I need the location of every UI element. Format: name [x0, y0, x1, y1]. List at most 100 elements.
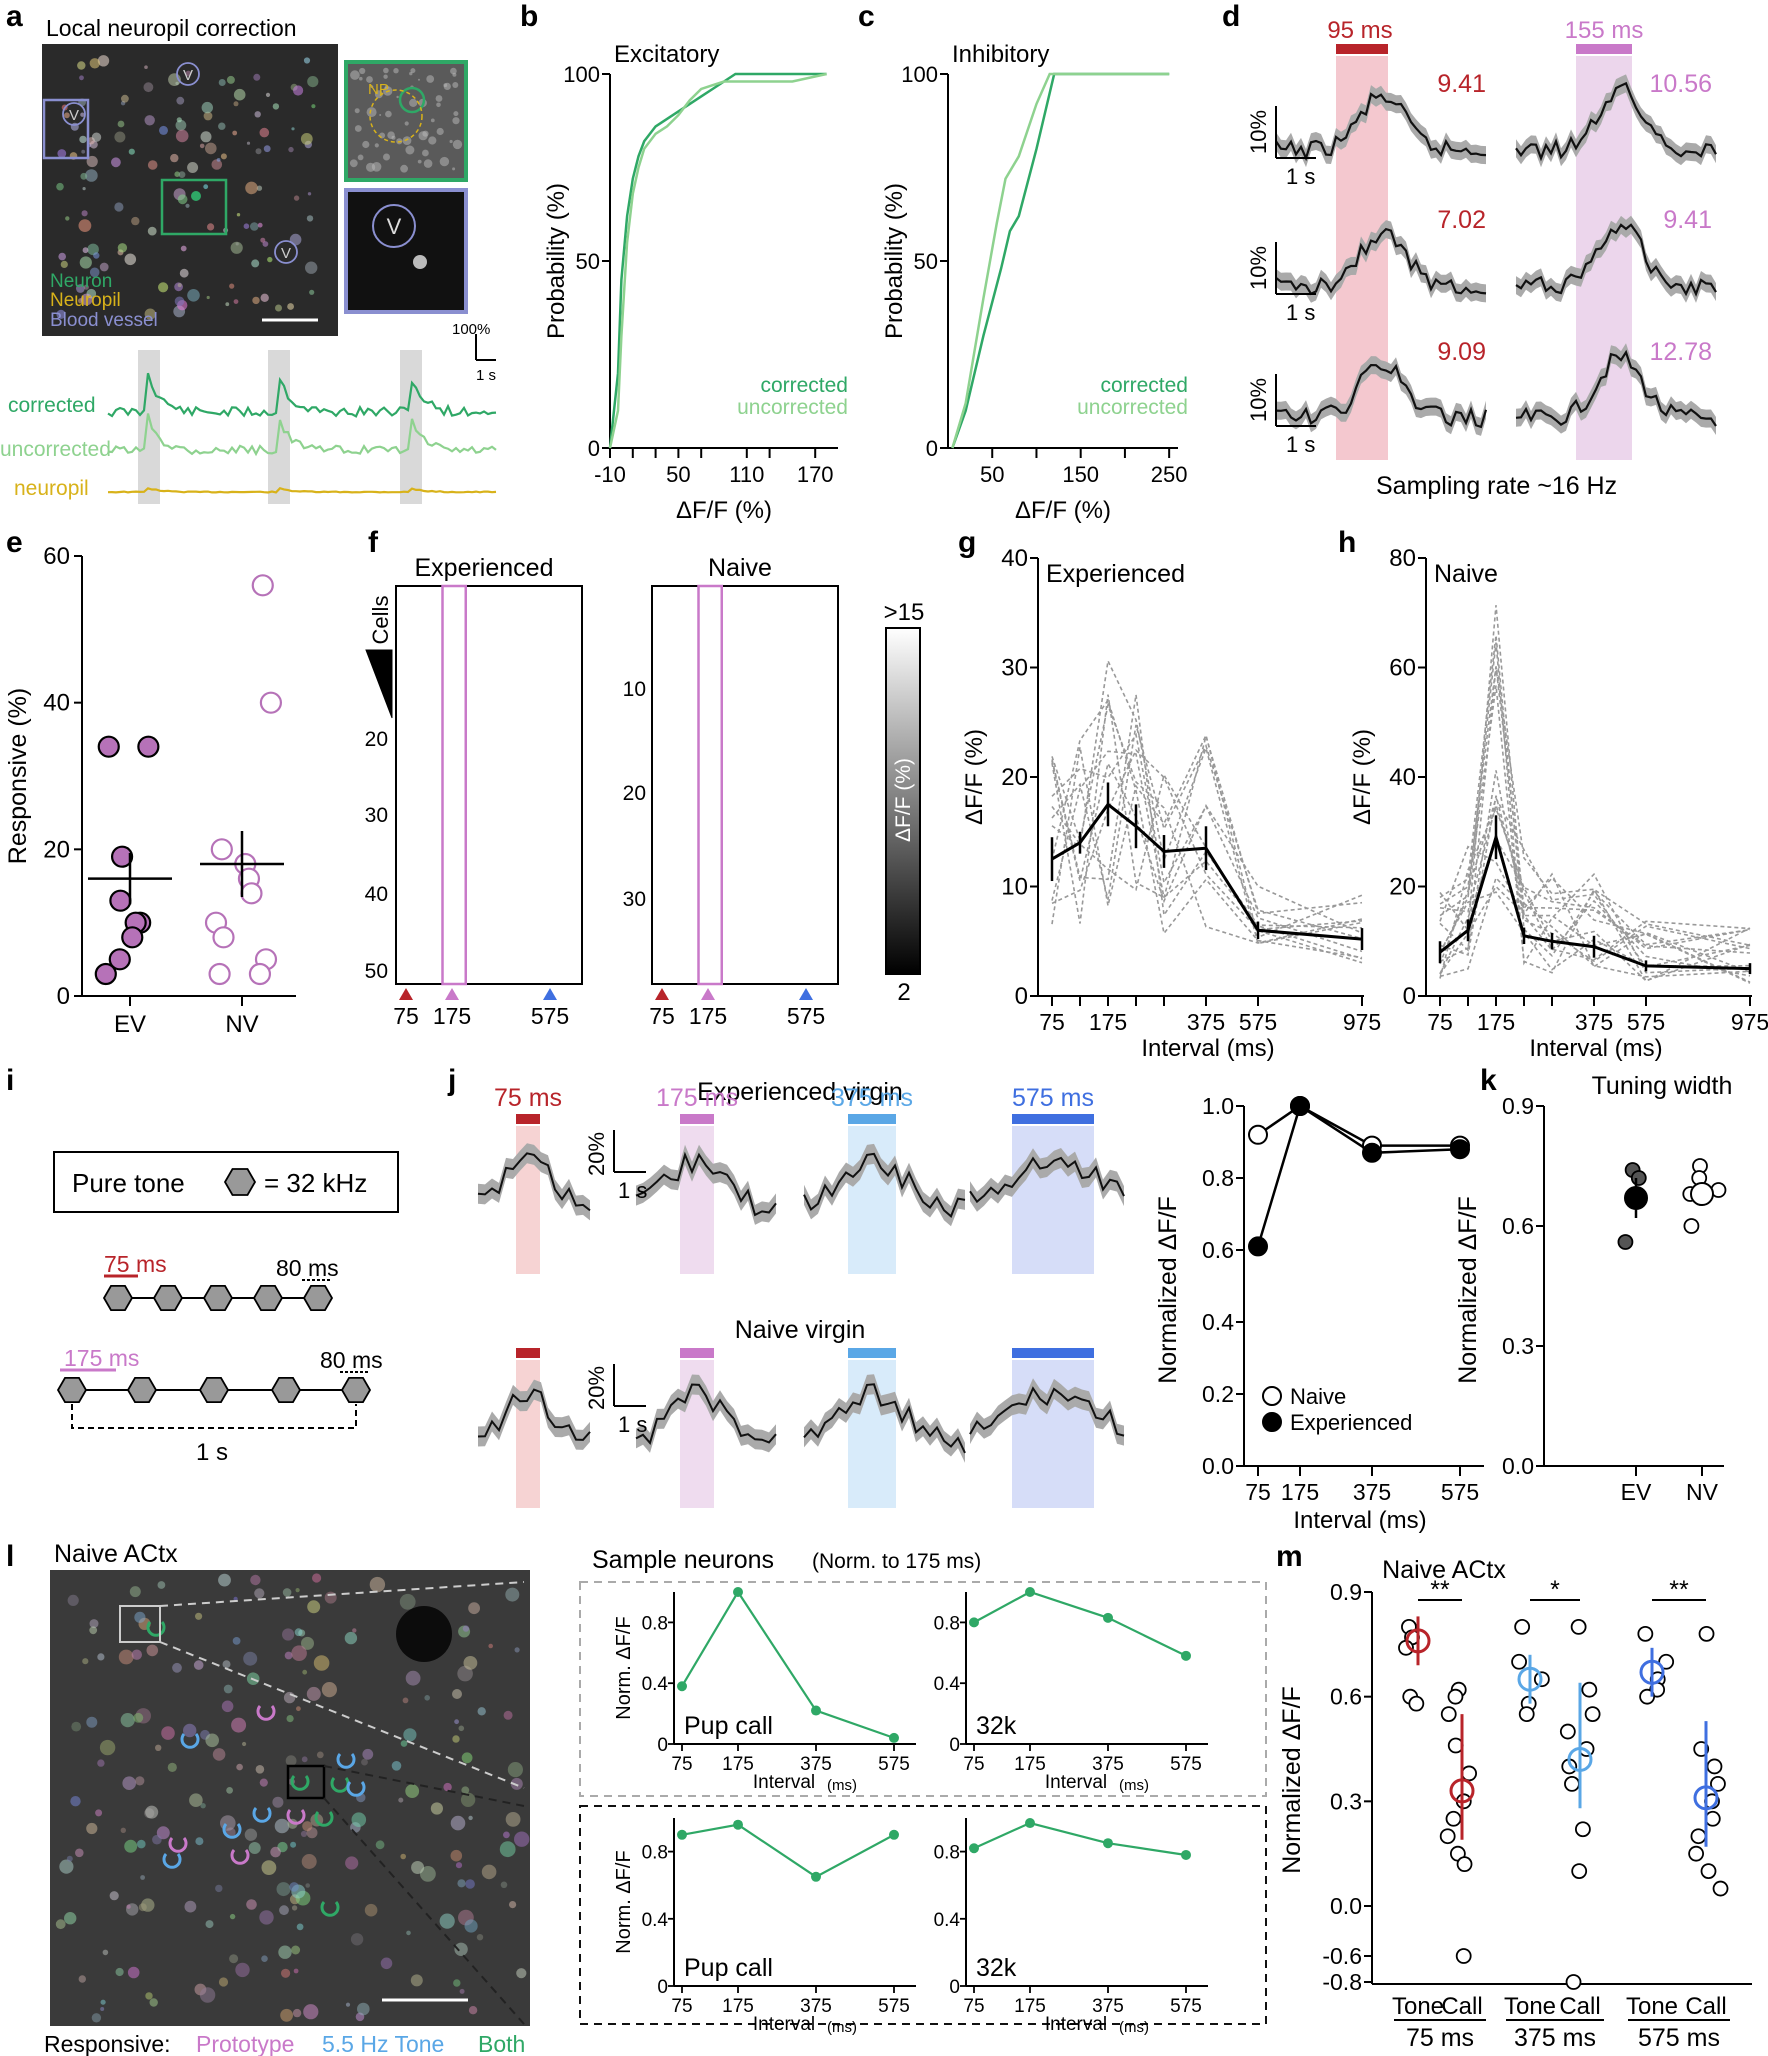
- l-speck: [457, 1879, 466, 1888]
- cell-speck: [177, 194, 188, 205]
- j-point: [1248, 1236, 1268, 1257]
- inset-speck: [443, 82, 451, 90]
- l-speck: [145, 1992, 153, 2000]
- chart-b-title: Excitatory: [614, 41, 719, 68]
- l-point: [733, 1819, 743, 1830]
- d-bar-right: [1576, 44, 1632, 54]
- m-call-point: [1690, 1828, 1707, 1845]
- l-speck: [459, 1988, 465, 1994]
- cell-speck: [200, 131, 212, 143]
- x-tick-label: 75: [1245, 1479, 1271, 1505]
- y-tick-label: 0.3: [1502, 1333, 1534, 1359]
- d-duration-left: 95 ms: [1327, 17, 1392, 44]
- l-speck: [430, 1802, 443, 1815]
- x-tick-label: 575: [1170, 1996, 1202, 2017]
- l-speck: [100, 2007, 105, 2011]
- i-hex-top: [202, 1285, 234, 1311]
- l-speck: [199, 1987, 216, 2003]
- j-sem: [804, 1374, 965, 1463]
- individual-trace: [1439, 795, 1751, 978]
- inset-speck: [370, 85, 374, 88]
- j-point: [1450, 1139, 1470, 1160]
- x-tick-label: 575: [1239, 1009, 1277, 1035]
- j-bar: [848, 1114, 896, 1124]
- vessel-circle: [274, 240, 298, 264]
- l-speck: [465, 1879, 475, 1889]
- cell-speck: [203, 184, 209, 190]
- y-tick-label: 0.0: [1330, 1893, 1362, 1919]
- x-tick-label: 110: [729, 462, 764, 487]
- chart-k-ylabel: Normalized ΔF/F: [1454, 1196, 1482, 1384]
- x-tick-label: 975: [1731, 1009, 1768, 1035]
- j-duration: 175 ms: [656, 1084, 738, 1112]
- chart-m-title: Naive ACtx: [1382, 1556, 1506, 1584]
- j-trace: [477, 1388, 591, 1441]
- m-tone-median: [1639, 1659, 1665, 1685]
- cell-speck: [147, 160, 158, 170]
- cell-speck: [80, 293, 93, 306]
- cell-speck: [114, 131, 126, 143]
- y-tick-label: 50: [914, 249, 938, 274]
- l-speck: [118, 1649, 134, 1665]
- neuron-box: [160, 178, 228, 236]
- f-left-tick: 50: [365, 960, 388, 983]
- individual-trace: [1051, 702, 1363, 944]
- l-speck: [464, 1919, 478, 1933]
- l-speck: [55, 1919, 66, 1930]
- m-call-label: Call: [1441, 1993, 1482, 2020]
- m-call-point: [1574, 1821, 1591, 1838]
- l-speck: [120, 1713, 135, 1728]
- l-speck: [450, 1849, 463, 1862]
- f-right-tick: 10: [623, 678, 646, 701]
- f-marker: [701, 988, 715, 1000]
- l-speck: [510, 1777, 523, 1790]
- x-tick-label: NV: [1686, 1479, 1719, 1505]
- cell-speck: [174, 296, 185, 307]
- l-speck: [514, 1647, 520, 1653]
- l-trace-label: 32k: [976, 1712, 1017, 1740]
- f-xtick-label: 575: [531, 1003, 569, 1029]
- cell-speck: [56, 182, 64, 191]
- cell-speck: [251, 259, 260, 268]
- l-speck: [212, 1748, 226, 1761]
- f-colorbar-max: >15: [884, 599, 925, 626]
- cell-speck: [65, 216, 70, 221]
- l-speck: [301, 1636, 314, 1650]
- individual-trace: [1051, 724, 1363, 940]
- l-speck: [405, 1670, 421, 1686]
- d-trace-right-2: [1515, 349, 1717, 427]
- l-speck: [453, 1979, 461, 1987]
- inset-speck: [396, 95, 399, 99]
- l-speck: [259, 1778, 268, 1787]
- l-speck: [193, 1660, 204, 1670]
- d-note: Sampling rate ~16 Hz: [1376, 472, 1617, 500]
- cell-speck: [265, 92, 271, 97]
- cell-speck: [267, 256, 273, 263]
- cell-speck: [79, 135, 87, 144]
- inset-speck: [430, 118, 435, 123]
- d-value-right: 12.78: [1649, 338, 1712, 366]
- inset-speck: [359, 67, 366, 75]
- cell-speck: [218, 122, 226, 130]
- x-tick-label: 250: [1151, 462, 1188, 487]
- m-call-point: [1570, 1618, 1587, 1635]
- l-speck: [195, 1612, 203, 1620]
- cell-speck: [179, 268, 189, 278]
- l-speck: [63, 1912, 77, 1925]
- panel-letter-j: j: [447, 1064, 456, 1097]
- j-scale-x-label: 1 s: [618, 1412, 647, 1437]
- y-tick-label: 0.4: [642, 1674, 669, 1695]
- chart-h-xlabel: Interval (ms): [1529, 1035, 1662, 1062]
- f-colorbar-min: 2: [897, 979, 910, 1006]
- f-marker: [445, 988, 459, 1000]
- l-speck: [97, 1653, 105, 1661]
- cell-speck: [288, 146, 294, 153]
- cell-speck: [180, 245, 187, 252]
- l-speck: [505, 1587, 520, 1602]
- l-speck: [452, 1689, 462, 1699]
- y-tick-label: 100: [901, 62, 938, 87]
- i-legend-hex: [223, 1168, 257, 1196]
- l-speck: [223, 1684, 233, 1694]
- k-mean: [1690, 1182, 1714, 1206]
- l-roi: [346, 1781, 366, 1797]
